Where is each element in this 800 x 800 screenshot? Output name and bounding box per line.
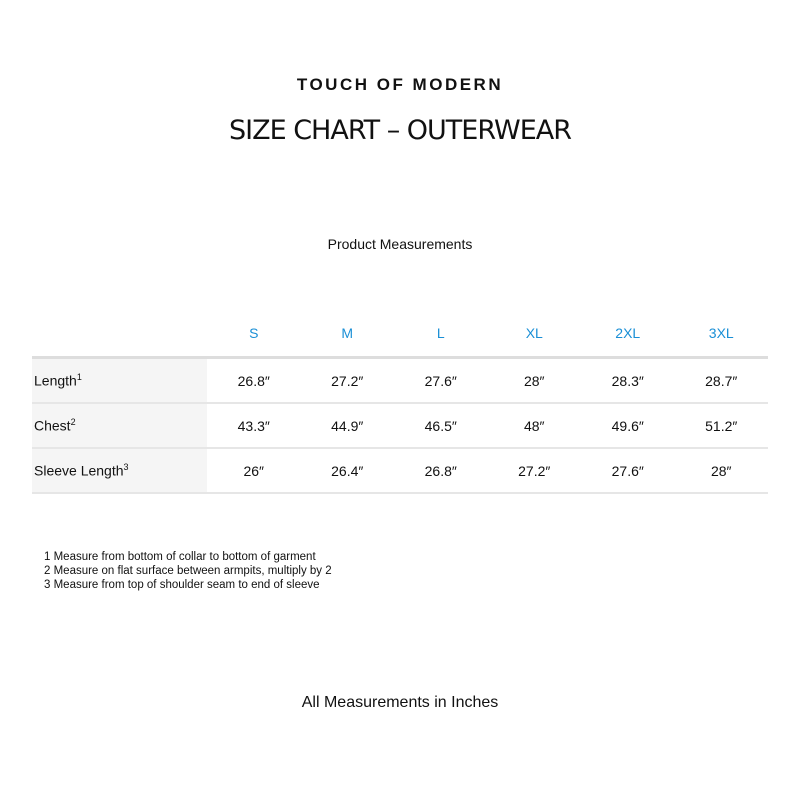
measurement-cell: 27.2″ (487, 448, 581, 494)
size-header: XL (487, 310, 581, 359)
units-note: All Measurements in Inches (301, 694, 499, 711)
row-label: Length1 (32, 357, 207, 404)
measurement-cell: 43.3″ (207, 403, 301, 449)
table-row: Chest2 43.3″ 44.9″ 46.5″ 48″ 49.6″ 51.2″ (32, 403, 768, 449)
measurement-cell: 46.5″ (394, 403, 488, 449)
brand-logo: TOUCH OF MODERN (296, 75, 504, 94)
measurement-cell: 28″ (487, 357, 581, 404)
measurement-cell: 26″ (207, 448, 301, 494)
measurement-cell: 27.6″ (581, 448, 675, 494)
footnotes: 1 Measure from bottom of collar to botto… (44, 550, 332, 592)
size-table: S M L XL 2XL 3XL Length1 26.8″ 27.2″ 27.6″ 2… (32, 310, 768, 494)
measurement-cell: 28.7″ (674, 357, 768, 404)
footnote: 3 Measure from top of shoulder seam to e… (44, 579, 320, 591)
size-header: L (394, 310, 488, 359)
size-header: S (207, 310, 301, 359)
measurement-cell: 44.9″ (300, 403, 394, 449)
size-header: M (300, 310, 394, 359)
measurement-cell: 27.6″ (394, 357, 488, 404)
row-label-text: Length (34, 372, 77, 389)
footnote-ref: 2 (70, 417, 76, 428)
row-label: Sleeve Length3 (32, 448, 207, 494)
table-row: Length1 26.8″ 27.2″ 27.6″ 28″ 28.3″ 28.7″ (32, 357, 768, 404)
footnote: 1 Measure from bottom of collar to botto… (44, 551, 316, 563)
corner-cell (32, 310, 207, 359)
subtitle: Product Measurements (327, 236, 473, 252)
measurement-cell: 27.2″ (300, 357, 394, 404)
size-header: 2XL (581, 310, 675, 359)
measurement-cell: 26.8″ (394, 448, 488, 494)
table-row: Sleeve Length3 26″ 26.4″ 26.8″ 27.2″ 27.6″ 28″ (32, 448, 768, 494)
size-header: 3XL (674, 310, 768, 359)
row-label-text: Sleeve Length (34, 462, 124, 479)
measurement-cell: 48″ (487, 403, 581, 449)
footnote-ref: 3 (123, 462, 129, 473)
measurement-cell: 28.3″ (581, 357, 675, 404)
measurement-cell: 51.2″ (674, 403, 768, 449)
row-label-text: Chest (34, 417, 71, 434)
measurement-cell: 49.6″ (581, 403, 675, 449)
page-title: SIZE CHART – OUTERWEAR (228, 115, 572, 146)
row-label: Chest2 (32, 403, 207, 449)
measurement-cell: 26.4″ (300, 448, 394, 494)
measurement-cell: 26.8″ (207, 357, 301, 404)
footnote-ref: 1 (76, 372, 82, 383)
measurement-cell: 28″ (674, 448, 768, 494)
footnote: 2 Measure on flat surface between armpit… (44, 565, 332, 577)
header-row: S M L XL 2XL 3XL (32, 310, 768, 359)
